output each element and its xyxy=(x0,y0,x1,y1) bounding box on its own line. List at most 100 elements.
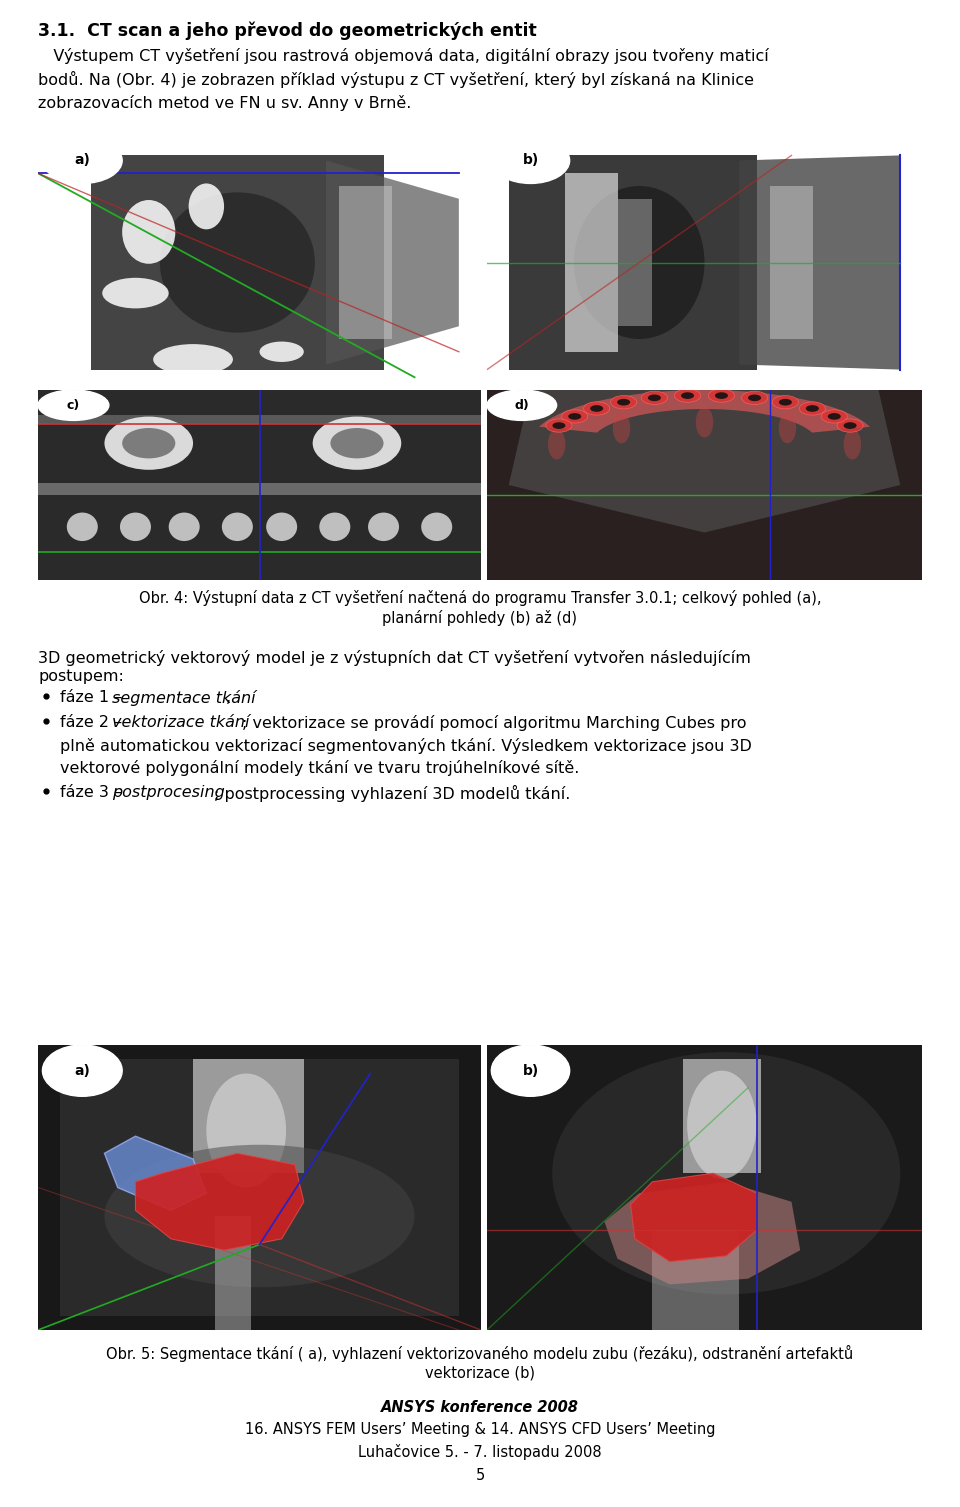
Text: b): b) xyxy=(522,1064,539,1078)
Ellipse shape xyxy=(611,395,636,408)
Bar xyxy=(38,484,481,494)
Text: segmentace tkání: segmentace tkání xyxy=(112,690,255,705)
Ellipse shape xyxy=(222,512,252,541)
Bar xyxy=(770,185,813,339)
Text: postprocesing: postprocesing xyxy=(112,785,225,800)
Ellipse shape xyxy=(821,410,848,423)
Text: a): a) xyxy=(74,154,90,167)
Ellipse shape xyxy=(548,429,565,460)
Ellipse shape xyxy=(159,193,315,333)
Ellipse shape xyxy=(266,512,298,541)
Text: ,: , xyxy=(226,690,231,705)
Bar xyxy=(215,1216,251,1331)
Ellipse shape xyxy=(805,405,819,411)
Text: b): b) xyxy=(522,154,539,167)
Ellipse shape xyxy=(105,416,193,470)
Ellipse shape xyxy=(120,512,151,541)
Ellipse shape xyxy=(715,392,728,399)
Polygon shape xyxy=(326,161,459,365)
Ellipse shape xyxy=(568,413,581,420)
Ellipse shape xyxy=(828,413,841,420)
Circle shape xyxy=(42,137,122,184)
Ellipse shape xyxy=(800,402,826,414)
Text: fáze 2 –: fáze 2 – xyxy=(60,714,128,729)
Circle shape xyxy=(487,390,557,420)
Text: c): c) xyxy=(67,399,80,411)
Text: 3.1.  CT scan a jeho převod do geometrických entit: 3.1. CT scan a jeho převod do geometrick… xyxy=(38,23,537,41)
Ellipse shape xyxy=(779,399,792,405)
Ellipse shape xyxy=(313,416,401,470)
Text: planární pohledy (b) až (d): planární pohledy (b) až (d) xyxy=(382,610,578,625)
Text: vektorové polygonální modely tkání ve tvaru trojúhelníkové sítě.: vektorové polygonální modely tkání ve tv… xyxy=(60,760,580,776)
Ellipse shape xyxy=(320,512,350,541)
Ellipse shape xyxy=(687,1070,756,1178)
Text: fáze 3 –: fáze 3 – xyxy=(60,785,127,800)
Ellipse shape xyxy=(169,512,200,541)
Ellipse shape xyxy=(696,407,713,437)
Text: Obr. 4: Výstupní data z CT vyšetření načtená do programu Transfer 3.0.1; celkový: Obr. 4: Výstupní data z CT vyšetření nač… xyxy=(139,591,821,606)
Ellipse shape xyxy=(206,1073,286,1188)
Ellipse shape xyxy=(844,429,861,460)
Polygon shape xyxy=(60,1059,459,1316)
Polygon shape xyxy=(91,155,384,369)
Polygon shape xyxy=(605,1181,801,1284)
Bar xyxy=(652,1230,739,1331)
Circle shape xyxy=(42,1044,122,1096)
Ellipse shape xyxy=(675,389,701,402)
Text: ANSYS konference 2008: ANSYS konference 2008 xyxy=(381,1400,579,1415)
Text: 5: 5 xyxy=(475,1468,485,1483)
Ellipse shape xyxy=(546,419,572,433)
Ellipse shape xyxy=(708,389,734,402)
Ellipse shape xyxy=(259,342,303,362)
Polygon shape xyxy=(509,155,756,369)
Ellipse shape xyxy=(837,419,863,433)
Text: Obr. 5: Segmentace tkání ( a), vyhlazení vektorizovaného modelu zubu (řezáku), o: Obr. 5: Segmentace tkání ( a), vyhlazení… xyxy=(107,1346,853,1362)
Ellipse shape xyxy=(779,413,796,443)
Text: plně automatickou vektorizací segmentovaných tkání. Výsledkem vektorizace jsou 3: plně automatickou vektorizací segmentova… xyxy=(60,738,752,754)
Ellipse shape xyxy=(188,184,224,229)
Ellipse shape xyxy=(844,422,856,429)
Text: Výstupem CT vyšetření jsou rastrová objemová data, digitální obrazy jsou tvořeny: Výstupem CT vyšetření jsou rastrová obje… xyxy=(38,48,769,110)
Text: postupem:: postupem: xyxy=(38,669,124,684)
Ellipse shape xyxy=(748,395,761,401)
Ellipse shape xyxy=(612,413,631,443)
Bar xyxy=(193,1059,303,1174)
Text: ; postprocessing vyhlazení 3D modelů tkání.: ; postprocessing vyhlazení 3D modelů tká… xyxy=(214,785,570,802)
Ellipse shape xyxy=(741,392,768,404)
Ellipse shape xyxy=(102,277,169,309)
Ellipse shape xyxy=(105,1145,415,1287)
Text: vektorizace tkání: vektorizace tkání xyxy=(112,714,250,729)
Text: a): a) xyxy=(74,1064,90,1078)
Ellipse shape xyxy=(552,422,565,429)
Ellipse shape xyxy=(641,392,667,404)
Polygon shape xyxy=(135,1153,303,1251)
Ellipse shape xyxy=(590,405,603,411)
Text: d): d) xyxy=(515,399,529,411)
Ellipse shape xyxy=(122,200,176,264)
Ellipse shape xyxy=(552,1052,900,1295)
Ellipse shape xyxy=(330,428,384,458)
Ellipse shape xyxy=(772,395,799,408)
Text: ; vektorizace se provádí pomocí algoritmu Marching Cubes pro: ; vektorizace se provádí pomocí algoritm… xyxy=(242,714,747,731)
Ellipse shape xyxy=(122,428,176,458)
Circle shape xyxy=(38,390,108,420)
Ellipse shape xyxy=(584,402,610,414)
Ellipse shape xyxy=(421,512,452,541)
Polygon shape xyxy=(631,1174,756,1261)
Bar xyxy=(38,414,481,423)
Bar xyxy=(617,199,652,326)
Text: Luhačovice 5. - 7. listopadu 2008: Luhačovice 5. - 7. listopadu 2008 xyxy=(358,1444,602,1460)
Text: 16. ANSYS FEM Users’ Meeting & 14. ANSYS CFD Users’ Meeting: 16. ANSYS FEM Users’ Meeting & 14. ANSYS… xyxy=(245,1423,715,1438)
Bar xyxy=(683,1059,761,1174)
Polygon shape xyxy=(539,390,870,433)
Ellipse shape xyxy=(617,399,630,405)
Ellipse shape xyxy=(681,392,694,399)
Circle shape xyxy=(492,137,569,184)
Circle shape xyxy=(492,1044,569,1096)
Text: 3D geometrický vektorový model je z výstupních dat CT vyšetření vytvořen následu: 3D geometrický vektorový model je z výst… xyxy=(38,650,751,666)
Bar xyxy=(339,185,393,339)
Text: fáze 1 –: fáze 1 – xyxy=(60,690,128,705)
Text: vektorizace (b): vektorizace (b) xyxy=(425,1365,535,1380)
Bar xyxy=(565,173,617,351)
Polygon shape xyxy=(509,390,900,532)
